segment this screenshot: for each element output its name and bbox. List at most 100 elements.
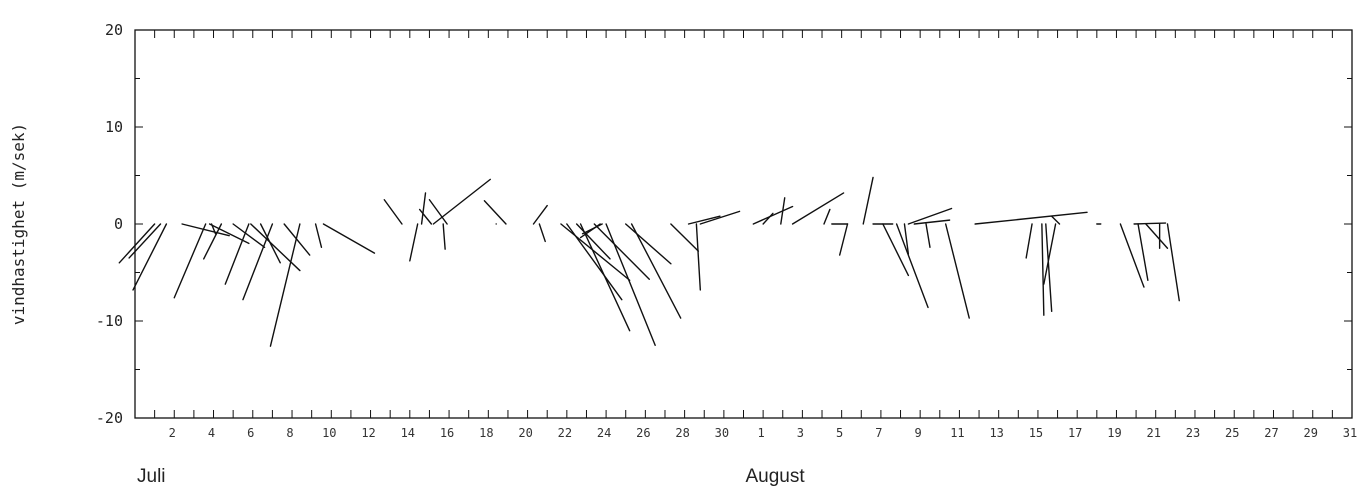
y-axis: 20 10 0 -10 -20: [96, 21, 1352, 427]
wind-stick: [210, 223, 217, 235]
x-tick-label: 16: [440, 426, 454, 440]
wind-stick: [250, 223, 301, 272]
wind-stick: [581, 223, 603, 235]
wind-stick: [314, 223, 323, 248]
x-tick-label: 26: [636, 426, 650, 440]
wind-stick: [560, 223, 631, 281]
x-tick-label: 30: [715, 426, 729, 440]
wind-stick: [1050, 215, 1061, 225]
x-tick-label: 13: [989, 426, 1003, 440]
wind-stick: [1041, 223, 1045, 316]
wind-stick: [203, 223, 223, 260]
x-tick-label: 15: [1029, 426, 1043, 440]
wind-stick: [1166, 223, 1180, 302]
wind-stick: [224, 223, 250, 285]
wind-stick: [823, 208, 831, 225]
wind-stick: [903, 223, 910, 255]
wind-stick: [442, 223, 446, 250]
wind-stick: [118, 223, 156, 264]
wind-stick: [575, 223, 611, 260]
wind-stick: [791, 192, 845, 225]
wind-stick: [128, 223, 162, 259]
wind-stick: [670, 223, 700, 252]
wind-stick: [1145, 223, 1169, 249]
x-tick-label: 20: [518, 426, 532, 440]
x-tick-label: 31: [1343, 426, 1357, 440]
x-tick-label: 24: [597, 426, 611, 440]
wind-stick: [838, 223, 849, 256]
month-labels: Juli August: [137, 466, 805, 487]
y-tick-label: 10: [105, 118, 123, 136]
wind-stick: [593, 223, 650, 280]
x-tick-label: 23: [1186, 426, 1200, 440]
x-axis: 2 4 6 8 10 12 14 16 18 20 22 24 26 28 30 1 3 5 7 9 11 13 15 17 1…: [134, 30, 1357, 440]
wind-stick: [895, 223, 929, 309]
x-tick-label: 28: [675, 426, 689, 440]
wind-stick: [913, 219, 951, 225]
wind-stick: [625, 223, 672, 265]
wind-stick: [409, 223, 419, 262]
wind-stick: [882, 223, 910, 277]
x-tick-label: 29: [1304, 426, 1318, 440]
x-tick-label: 7: [875, 426, 882, 440]
x-tick-label: 4: [208, 426, 215, 440]
wind-stick: [259, 223, 281, 264]
x-tick-label: 8: [286, 426, 293, 440]
wind-stick: [322, 223, 376, 254]
x-tick-label: 14: [401, 426, 415, 440]
wind-stick: [132, 223, 168, 291]
wind-stick: [1137, 223, 1149, 281]
wind-stick: [699, 210, 741, 225]
x-tick-label: 11: [950, 426, 964, 440]
x-tick-label: 6: [247, 426, 254, 440]
wind-stick: [232, 223, 266, 248]
wind-stick: [538, 223, 546, 243]
wind-stick: [695, 223, 702, 291]
wind-vectors: [118, 176, 1180, 347]
x-tick-label: 1: [758, 426, 765, 440]
wind-stick: [752, 205, 794, 225]
x-tick-label: 18: [479, 426, 493, 440]
x-tick-label: 2: [169, 426, 176, 440]
wind-stick: [428, 199, 448, 225]
wind-stick: [944, 223, 970, 319]
wind-stick: [907, 207, 953, 225]
x-tick-label: 3: [797, 426, 804, 440]
x-tick-label: 27: [1264, 426, 1278, 440]
wind-stick: [532, 204, 548, 225]
x-tick-label: 5: [836, 426, 843, 440]
wind-stick: [483, 200, 507, 225]
x-tick-label: 22: [558, 426, 572, 440]
y-tick-label: 0: [114, 215, 123, 233]
wind-stick: [1119, 223, 1145, 288]
wind-stick: [780, 197, 786, 225]
x-tick-label: 25: [1225, 426, 1239, 440]
wind-stick: [566, 223, 623, 301]
wind-stick: [1045, 223, 1053, 312]
wind-stick: [579, 223, 631, 332]
wind-stick: [418, 208, 433, 225]
wind-stick: [687, 215, 721, 225]
wind-stick: [173, 223, 207, 299]
y-tick-label: -10: [96, 312, 123, 330]
wind-stick: [1025, 223, 1033, 259]
x-tick-label: 9: [915, 426, 922, 440]
wind-stick: [269, 223, 301, 347]
x-tick-label: 10: [322, 426, 336, 440]
plot-frame: [134, 29, 1353, 419]
wind-stick: [432, 178, 491, 225]
wind-stick: [762, 212, 774, 225]
wind-stick: [630, 223, 682, 319]
x-tick-label: 12: [361, 426, 375, 440]
y-tick-label: 20: [105, 21, 123, 39]
y-tick-label: -20: [96, 409, 123, 427]
wind-stick: [1043, 223, 1057, 285]
plot-border: [134, 29, 1353, 419]
wind-stick: [605, 223, 656, 346]
wind-stick: [925, 223, 931, 248]
wind-stick: [862, 176, 874, 225]
x-tick-label: 19: [1107, 426, 1121, 440]
wind-stick: [420, 192, 427, 225]
wind-stick: [383, 199, 403, 225]
